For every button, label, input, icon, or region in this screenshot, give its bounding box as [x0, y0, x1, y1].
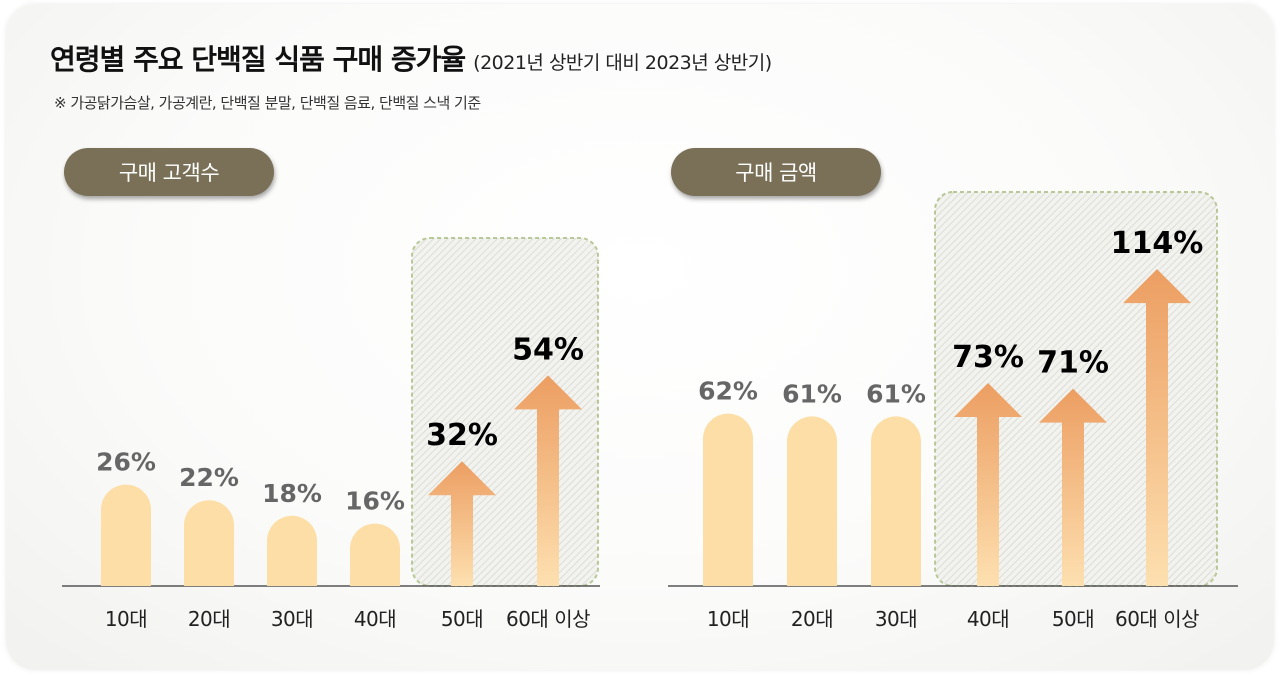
bar — [871, 416, 921, 586]
value-label: 71% — [1037, 346, 1109, 381]
customers-chart: 26% 10대 22% 20대 18% 30대 16% 40대 32% 50대 54% 60대 이상 — [62, 237, 600, 631]
value-label: 61% — [782, 379, 842, 408]
category-label: 10대 — [707, 607, 749, 631]
value-label: 61% — [866, 379, 926, 408]
category-label: 10대 — [105, 607, 147, 631]
value-label: 22% — [179, 463, 239, 492]
value-label: 18% — [262, 479, 322, 508]
left-panel-title: 구매 고객수 — [64, 148, 274, 196]
chart-title: 연령별 주요 단백질 식품 구매 증가율 — [50, 43, 466, 76]
bar — [101, 484, 151, 586]
category-label: 20대 — [791, 607, 833, 631]
bar — [787, 416, 837, 586]
category-label: 30대 — [271, 607, 313, 631]
bar — [350, 523, 400, 586]
highlight-region — [411, 237, 599, 587]
category-label: 60대 이상 — [506, 607, 590, 631]
bar — [267, 515, 317, 586]
value-label: 16% — [345, 487, 405, 516]
category-label: 60대 이상 — [1115, 607, 1199, 631]
value-label: 26% — [96, 448, 156, 477]
category-label: 50대 — [441, 607, 483, 631]
bar — [184, 500, 234, 586]
title-row: 연령별 주요 단백질 식품 구매 증가율 (2021년 상반기 대비 2023년 … — [50, 38, 772, 78]
footnote: ※ 가공닭가슴살, 가공계란, 단백질 분말, 단백질 음료, 단백질 스낵 기… — [54, 94, 481, 112]
amount-chart: 62% 10대 61% 20대 61% 30대 73% 40대 71% 50대 114% 60대 이상 — [668, 191, 1238, 631]
arrow-bar — [954, 383, 1022, 586]
category-label: 20대 — [188, 607, 230, 631]
arrow-bar — [514, 375, 582, 586]
right-panel-title: 구매 금액 — [671, 148, 881, 196]
category-label: 40대 — [967, 607, 1009, 631]
arrow-bar — [1039, 388, 1107, 586]
value-label: 73% — [952, 340, 1024, 375]
value-label: 62% — [698, 377, 758, 406]
arrow-bar — [1123, 269, 1191, 586]
category-label: 40대 — [354, 607, 396, 631]
value-label: 32% — [426, 418, 498, 453]
chart-subtitle: (2021년 상반기 대비 2023년 상반기) — [473, 52, 772, 74]
value-label: 114% — [1111, 226, 1204, 261]
bar — [703, 413, 753, 586]
category-label: 30대 — [875, 607, 917, 631]
value-label: 54% — [512, 332, 584, 367]
category-label: 50대 — [1052, 607, 1094, 631]
arrow-bar — [428, 461, 496, 586]
